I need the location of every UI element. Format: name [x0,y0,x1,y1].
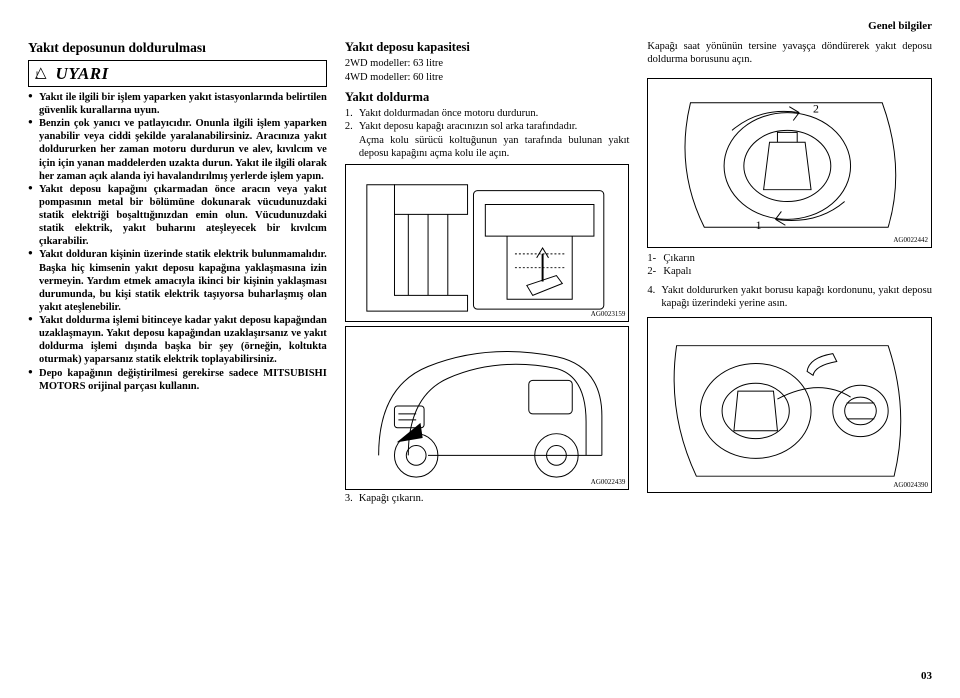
step-number: 4. [647,284,655,297]
legend-item: 1- Çıkarın [647,252,932,265]
illustration-id: AG0022442 [893,236,928,245]
capacity-line: 2WD modeller: 63 litre [345,57,630,70]
warning-bullet: Depo kapağının değiştirilmesi gerekirse … [28,367,327,393]
column-3: Kapağı saat yönünün tersine yavaşça dönd… [647,40,932,505]
step-text: Yakıt deposu kapağı aracınızın sol arka … [359,121,578,132]
capacity-title: Yakıt deposu kapasitesi [345,40,630,56]
cap-open-instruction: Kapağı saat yönünün tersine yavaşça dönd… [647,40,932,66]
step-text: Kapağı çıkarın. [359,493,424,504]
step-number: 3. [345,492,353,505]
step-number: 2. [345,120,353,133]
step-item: 2. Yakıt deposu kapağı aracınızın sol ark… [345,120,630,133]
page-number: 03 [921,670,932,684]
legend-item: 2- Kapalı [647,265,932,278]
warning-box: △! UYARI [28,60,327,87]
content-columns: Yakıt deposunun doldurulması △! UYARI Ya… [28,40,932,505]
illustration-id: AG0024390 [893,481,928,490]
svg-text:1: 1 [756,218,762,232]
page-category: Genel bilgiler [28,20,932,34]
step-item: 3. Kapağı çıkarın. [345,492,630,505]
fill-steps-continued: 3. Kapağı çıkarın. [345,492,630,505]
illustration-car-rear: AG0022439 [345,326,630,490]
step-text: Yakıt doldurmadan önce motoru durdurun. [359,108,538,119]
warning-label: UYARI [56,63,109,84]
warning-bullet: Yakıt ile ilgili bir işlem yaparken yakı… [28,91,327,117]
warning-bullet: Yakıt dolduran kişinin üzerinde statik e… [28,248,327,314]
column-1: Yakıt deposunun doldurulması △! UYARI Ya… [28,40,327,505]
svg-text:2: 2 [813,102,819,116]
legend-key: 2- [647,265,656,278]
step-number: 1. [345,107,353,120]
warning-bullet: Benzin çok yanıcı ve patlayıcıdır. Onunl… [28,117,327,183]
step-item: 4. Yakıt doldururken yakıt borusu kapağı … [647,284,932,310]
warning-bullet: Yakıt deposu kapağını çıkarmadan önce ar… [28,183,327,249]
warning-bullet: Yakıt doldurma işlemi bitinceye kadar ya… [28,314,327,367]
illustration-id: AG0022439 [591,478,626,487]
illustration-cap-turn: 2 1 AG0022442 [647,78,932,248]
step-item: 1. Yakıt doldurmadan önce motoru durdurun… [345,107,630,120]
step-text: Yakıt doldururken yakıt borusu kapağı ko… [661,285,932,309]
illustration-id: AG0023159 [591,310,626,319]
cap-legend: 1- Çıkarın 2- Kapalı [647,252,932,278]
warning-triangle-icon: △! [35,66,50,81]
fuel-fill-title: Yakıt deposunun doldurulması [28,40,327,57]
column-2: Yakıt deposu kapasitesi 2WD modeller: 63… [345,40,630,505]
illustration-cap-cord: AG0024390 [647,317,932,493]
warning-bullet-list: Yakıt ile ilgili bir işlem yaparken yakı… [28,91,327,393]
legend-key: 1- [647,252,656,265]
legend-value: Çıkarın [663,253,695,264]
capacity-line: 4WD modeller: 60 litre [345,71,630,84]
step-note: Açma kolu sürücü koltuğunun yan tarafınd… [345,134,630,160]
fill-steps: 1. Yakıt doldurmadan önce motoru durdurun… [345,107,630,133]
fill-title: Yakıt doldurma [345,90,630,106]
fill-step-4: 4. Yakıt doldururken yakıt borusu kapağı … [647,284,932,310]
legend-value: Kapalı [663,266,691,277]
illustration-lever: AG0023159 [345,164,630,322]
